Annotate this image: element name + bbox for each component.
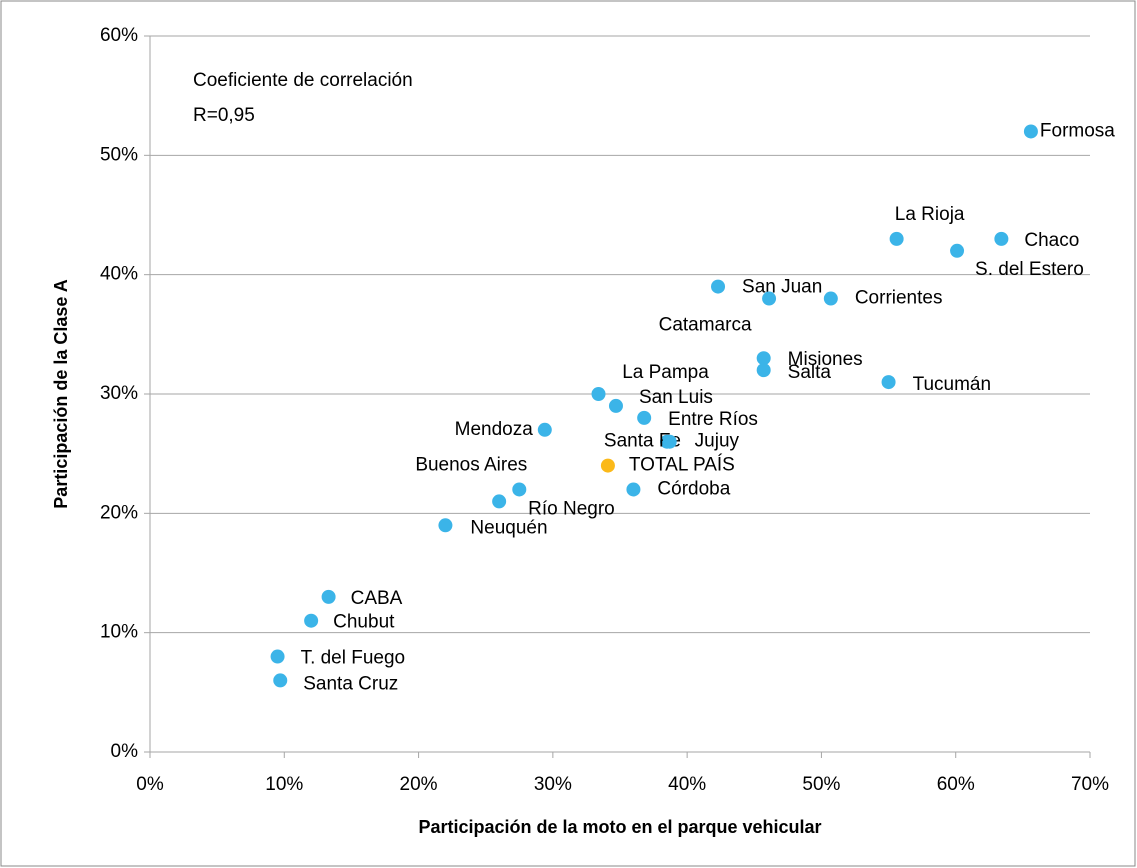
point — [270, 649, 285, 664]
data-label: Entre Ríos — [668, 409, 758, 430]
data-label: CABA — [351, 588, 403, 609]
x-axis-title: Participación de la moto en el parque ve… — [418, 817, 821, 837]
point — [304, 613, 319, 628]
y-axis-title: Participación de la Clase A — [51, 279, 71, 508]
data-label: TOTAL PAÍS — [629, 455, 735, 476]
point — [711, 279, 726, 294]
data-label: Misiones — [788, 349, 863, 370]
data-label: Santa Fe — [604, 431, 681, 452]
data-label: La Rioja — [895, 204, 965, 225]
point — [273, 673, 288, 688]
data-label: Mendoza — [455, 419, 534, 440]
point — [762, 291, 777, 306]
point — [823, 291, 838, 306]
data-label: Tucumán — [913, 374, 992, 395]
data-label: San Juan — [742, 277, 822, 298]
point — [608, 398, 623, 413]
y-tick-label: 40% — [100, 264, 138, 285]
point — [600, 458, 615, 473]
point — [492, 494, 507, 509]
data-label: Santa Cruz — [303, 673, 398, 694]
point — [626, 482, 641, 497]
x-tick-label: 40% — [668, 774, 706, 795]
point — [321, 589, 336, 604]
y-tick-label: 30% — [100, 383, 138, 404]
point — [438, 518, 453, 533]
point — [889, 231, 904, 246]
point — [1023, 124, 1038, 139]
x-tick-label: 30% — [534, 774, 572, 795]
point — [756, 351, 771, 366]
point — [537, 422, 552, 437]
point — [881, 375, 896, 390]
data-label: Río Negro — [528, 498, 615, 519]
x-tick-label: 50% — [802, 774, 840, 795]
data-label: Buenos Aires — [415, 454, 527, 475]
annotation: R=0,95 — [193, 105, 255, 126]
data-label: Catamarca — [659, 315, 752, 336]
x-tick-label: 60% — [937, 774, 975, 795]
data-label: Chaco — [1024, 230, 1079, 251]
x-tick-label: 20% — [400, 774, 438, 795]
data-label: Córdoba — [657, 478, 730, 499]
point — [637, 410, 652, 425]
point — [994, 231, 1009, 246]
x-tick-label: 70% — [1071, 774, 1109, 795]
y-tick-label: 0% — [111, 741, 139, 762]
data-label: Chubut — [333, 612, 395, 633]
data-label: Salta — [788, 362, 832, 383]
data-label: Corrientes — [855, 288, 943, 309]
data-label: Neuquén — [470, 517, 547, 538]
data-label: T. del Fuego — [301, 648, 406, 669]
annotation: Coeficiente de correlación — [193, 70, 413, 91]
data-label: Formosa — [1040, 120, 1115, 141]
point — [950, 243, 965, 258]
y-tick-label: 10% — [100, 622, 138, 643]
point — [512, 482, 527, 497]
y-tick-label: 50% — [100, 144, 138, 165]
data-label: La Pampa — [622, 362, 709, 383]
point — [591, 387, 606, 401]
y-tick-label: 60% — [100, 25, 138, 46]
point — [756, 363, 771, 378]
x-tick-label: 10% — [265, 774, 303, 795]
x-tick-label: 0% — [136, 774, 164, 795]
data-label: Jujuy — [695, 431, 740, 452]
point — [662, 434, 677, 449]
data-label: San Luis — [639, 387, 713, 408]
y-tick-label: 20% — [100, 502, 138, 523]
data-label: S. del Estero — [975, 259, 1084, 280]
